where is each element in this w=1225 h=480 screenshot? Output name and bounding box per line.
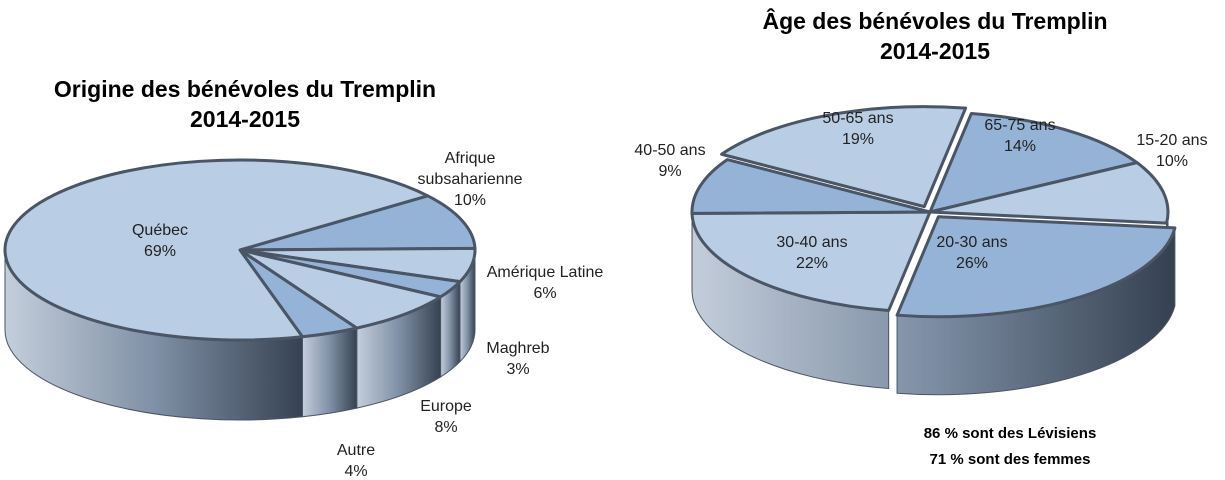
category-label: 50-65 ans bbox=[822, 110, 894, 127]
pie-slice bbox=[3, 158, 430, 342]
category-label: Québec bbox=[131, 222, 189, 239]
slice-side bbox=[301, 327, 358, 418]
chart-title: Âge des bénévoles du Tremplin bbox=[762, 8, 1108, 34]
value-label: 6% bbox=[533, 285, 557, 302]
data-label: Amérique Latine 6% bbox=[465, 262, 625, 304]
value-label: 26% bbox=[955, 255, 989, 272]
value-label: 19% bbox=[841, 131, 875, 148]
category-label: Afrique subsaharienne bbox=[417, 150, 523, 188]
data-label: Afrique subsaharienne 10% bbox=[405, 148, 535, 211]
data-label: 20-30 ans 26% bbox=[922, 232, 1022, 274]
value-label: 3% bbox=[506, 361, 530, 378]
value-label: 8% bbox=[434, 419, 458, 436]
pie-slice bbox=[690, 210, 932, 312]
pie-slice bbox=[895, 215, 1177, 319]
category-label: 30-40 ans bbox=[776, 234, 848, 251]
data-label: Europe 8% bbox=[396, 396, 496, 438]
category-label: Amérique Latine bbox=[486, 264, 604, 281]
data-label: 30-40 ans 22% bbox=[762, 232, 862, 274]
value-label: 69% bbox=[143, 243, 177, 260]
value-label: 14% bbox=[1003, 138, 1037, 155]
data-label: 65-75 ans 14% bbox=[970, 115, 1070, 157]
category-label: Europe bbox=[420, 398, 472, 415]
value-label: 22% bbox=[795, 255, 829, 272]
annotation: 71 % sont des femmes bbox=[929, 451, 1091, 468]
value-label: 4% bbox=[344, 463, 368, 480]
category-label: 20-30 ans bbox=[936, 234, 1008, 251]
data-label: 50-65 ans 19% bbox=[808, 108, 908, 150]
chart-title-block: Âge des bénévoles du Tremplin 2014-2015 bbox=[690, 6, 1180, 66]
pie-slice bbox=[238, 194, 477, 252]
category-label: 15-20 ans bbox=[1136, 132, 1208, 149]
value-label: 10% bbox=[453, 192, 487, 209]
data-label: Québec 69% bbox=[110, 220, 210, 262]
pie-slice bbox=[928, 112, 1139, 214]
data-label: 15-20 ans 10% bbox=[1122, 130, 1222, 172]
value-label: 10% bbox=[1155, 153, 1189, 170]
pie-slice bbox=[928, 161, 1170, 225]
chart-title-block: Origine des bénévoles du Tremplin 2014-2… bbox=[0, 74, 490, 134]
data-label: 40-50 ans 9% bbox=[620, 140, 720, 182]
category-label: Autre bbox=[336, 442, 376, 459]
category-label: 40-50 ans bbox=[634, 142, 706, 159]
chart-subtitle: 2014-2015 bbox=[880, 38, 990, 64]
pie-slice bbox=[690, 158, 932, 215]
data-label: Maghreb 3% bbox=[468, 338, 568, 380]
annotation: 86 % sont des Lévisiens bbox=[923, 425, 1097, 442]
category-label: 65-75 ans bbox=[984, 117, 1056, 134]
value-label: 9% bbox=[658, 163, 682, 180]
chart-subtitle: 2014-2015 bbox=[190, 106, 300, 132]
pie-slice bbox=[720, 105, 968, 209]
data-label: Autre 4% bbox=[306, 440, 406, 480]
chart-title: Origine des bénévoles du Tremplin bbox=[53, 76, 437, 102]
pie-slice bbox=[238, 248, 443, 330]
category-label: Maghreb bbox=[486, 340, 550, 357]
